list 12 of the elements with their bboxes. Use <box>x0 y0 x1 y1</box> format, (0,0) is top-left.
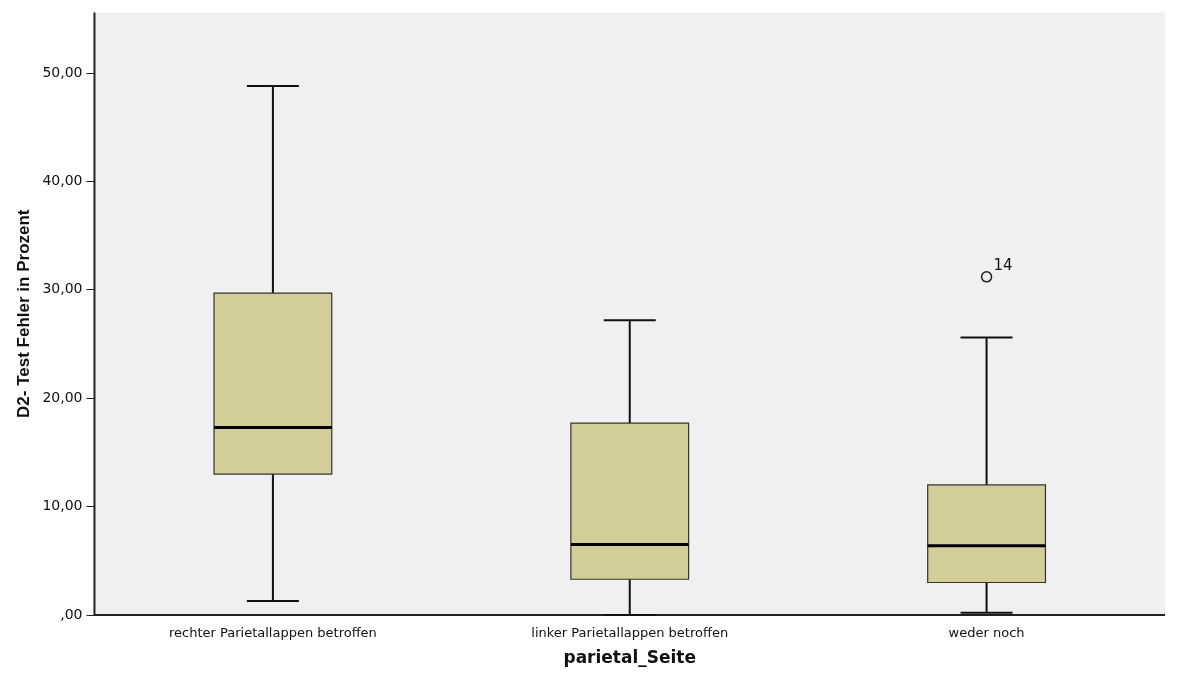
x-tick-label: weder noch <box>948 625 1025 641</box>
x-axis-title: parietal_Seite <box>563 647 697 668</box>
annotation: 14 <box>993 256 1013 275</box>
x-tick-label: rechter Parietallappen betroffen <box>168 625 377 641</box>
y-tick-label: 40,00 <box>42 172 83 189</box>
y-tick-label: 20,00 <box>42 388 83 405</box>
y-axis-title: D2- Test Fehler in Prozent <box>13 209 33 418</box>
x-tick-label: linker Parietallappen betroffen <box>531 625 729 641</box>
y-tick-label: ,00 <box>60 605 83 622</box>
y-tick-label: 30,00 <box>42 280 83 297</box>
y-tick-label: 50,00 <box>42 63 83 80</box>
y-tick-label: 10,00 <box>42 497 83 514</box>
